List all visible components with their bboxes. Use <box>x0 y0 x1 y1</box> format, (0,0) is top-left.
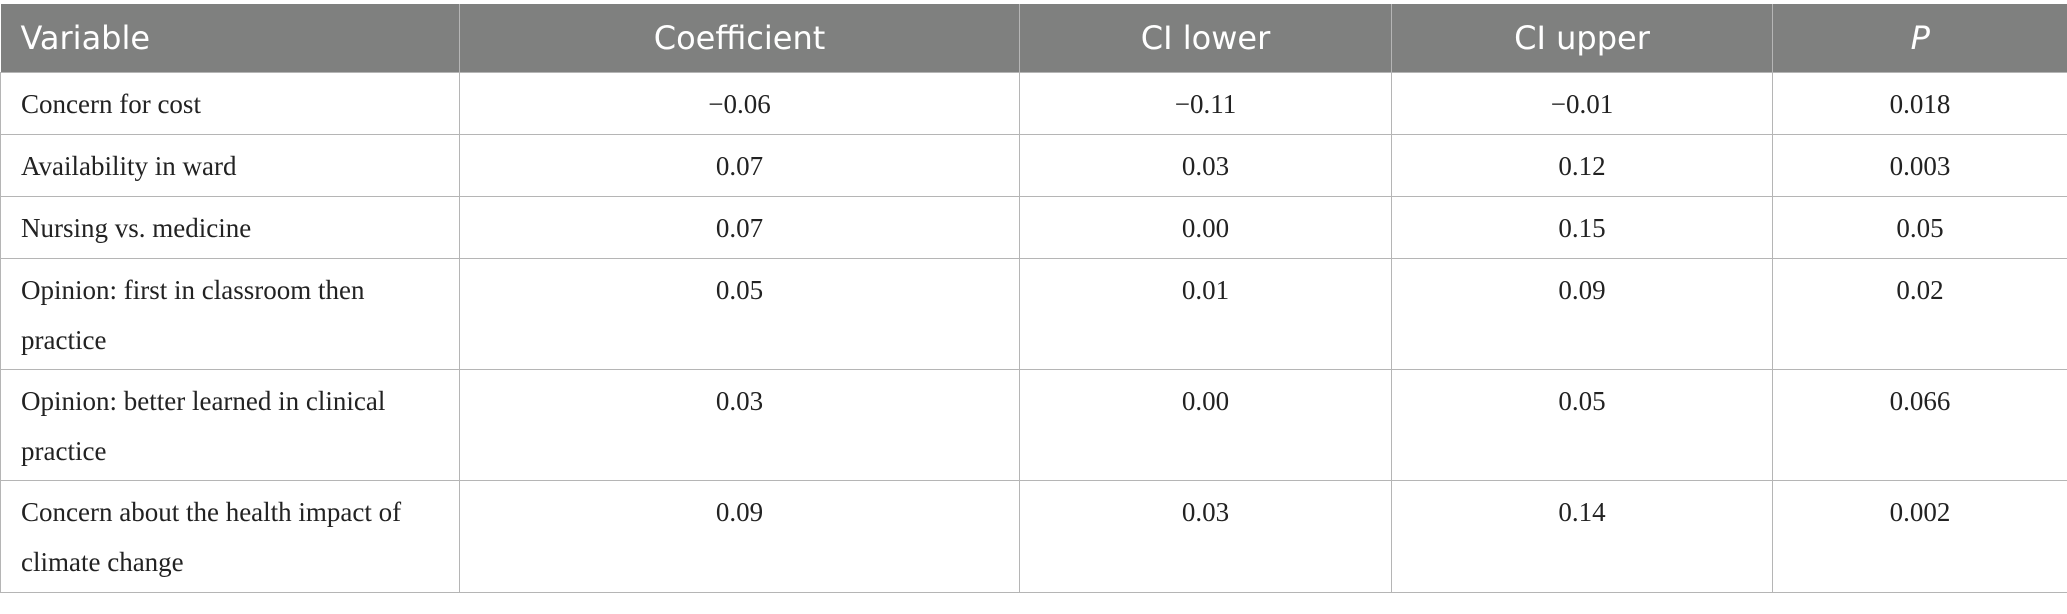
value-cell: 0.066 <box>1773 370 2067 481</box>
header-cell: CI upper <box>1392 4 1773 73</box>
table-row: Opinion: better learned in clinical prac… <box>1 370 2067 481</box>
value-cell: −0.11 <box>1020 73 1392 135</box>
value-cell: 0.003 <box>1773 135 2067 197</box>
header-cell: Coefficient <box>460 4 1020 73</box>
value-cell: 0.00 <box>1020 197 1392 259</box>
value-cell: −0.06 <box>460 73 1020 135</box>
value-cell: 0.03 <box>460 370 1020 481</box>
header-cell: Variable <box>1 4 460 73</box>
variable-cell: Availability in ward <box>1 135 460 197</box>
value-cell: 0.03 <box>1020 135 1392 197</box>
value-cell: 0.03 <box>1020 481 1392 593</box>
variable-cell: Concern about the health impact of clima… <box>1 481 460 593</box>
value-cell: 0.01 <box>1020 259 1392 370</box>
value-cell: 0.12 <box>1392 135 1773 197</box>
header-cell: P <box>1773 4 2067 73</box>
variable-cell: Concern for cost <box>1 73 460 135</box>
value-cell: 0.05 <box>1392 370 1773 481</box>
variable-cell: Opinion: first in classroom then practic… <box>1 259 460 370</box>
value-cell: 0.002 <box>1773 481 2067 593</box>
value-cell: 0.018 <box>1773 73 2067 135</box>
variable-cell: Nursing vs. medicine <box>1 197 460 259</box>
variable-cell: Opinion: better learned in clinical prac… <box>1 370 460 481</box>
value-cell: −0.01 <box>1392 73 1773 135</box>
value-cell: 0.02 <box>1773 259 2067 370</box>
value-cell: 0.00 <box>1020 370 1392 481</box>
table-row: Concern about the health impact of clima… <box>1 481 2067 593</box>
value-cell: 0.14 <box>1392 481 1773 593</box>
value-cell: 0.05 <box>460 259 1020 370</box>
value-cell: 0.05 <box>1773 197 2067 259</box>
header-cell: CI lower <box>1020 4 1392 73</box>
table-row: Opinion: first in classroom then practic… <box>1 259 2067 370</box>
value-cell: 0.07 <box>460 197 1020 259</box>
value-cell: 0.07 <box>460 135 1020 197</box>
value-cell: 0.09 <box>1392 259 1773 370</box>
value-cell: 0.09 <box>460 481 1020 593</box>
value-cell: 0.15 <box>1392 197 1773 259</box>
